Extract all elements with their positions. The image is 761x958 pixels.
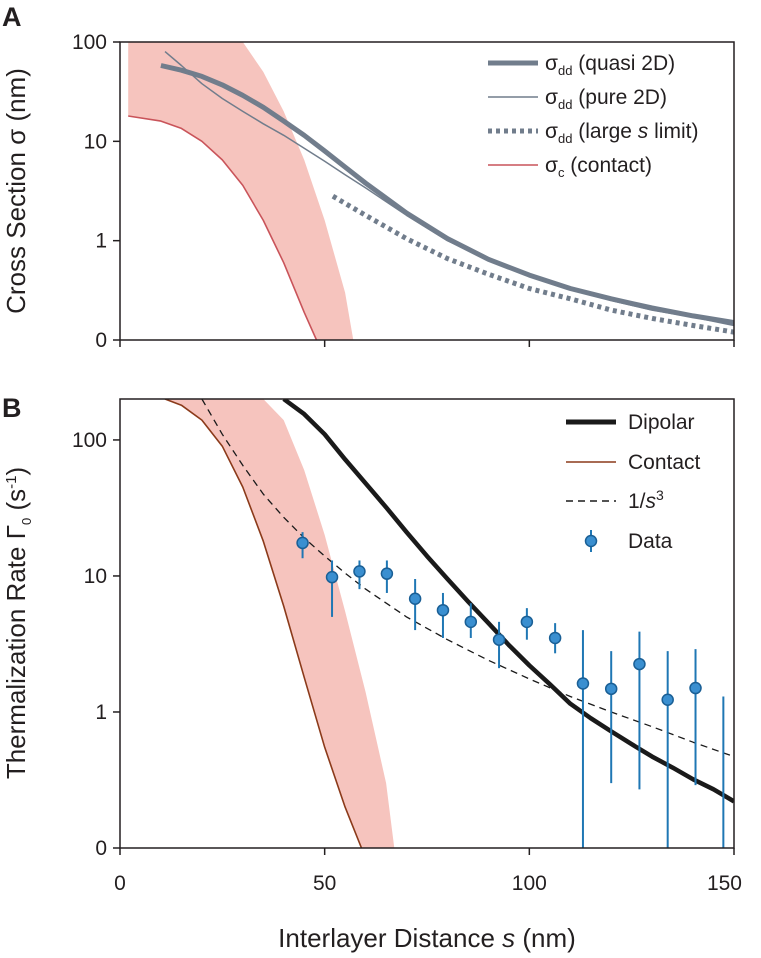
data-point	[353, 565, 366, 578]
panel-b-xtick-label: 150	[707, 872, 742, 895]
panel-a-ytick-label: 1	[95, 230, 107, 253]
data-point	[633, 657, 646, 671]
panel-b-legend: Dipolar Contact 1/s3 Data	[566, 411, 701, 553]
panel-a-ytick-label: 10	[84, 130, 107, 153]
panel-b-xlabel: Interlayer Distance s (nm)	[278, 923, 576, 953]
panel-b-ytick-label: 100	[72, 429, 107, 452]
legend-label-contact-b: Contact	[628, 451, 701, 474]
legend-label-inverse-cube: 1/s3	[628, 487, 664, 513]
series-contact-a	[128, 115, 318, 340]
series-pure-2d	[164, 51, 734, 327]
contact-band-b	[165, 399, 395, 848]
panel-b-ytick-label: 10	[84, 565, 107, 588]
panel-a-ytick-label: 100	[72, 31, 107, 54]
panel-b-xtick-label: 0	[114, 872, 126, 895]
legend-label-data: Data	[628, 530, 673, 553]
series-quasi-2d	[160, 63, 734, 325]
panel-b-ytick-label: 1	[95, 701, 107, 724]
panel-b-ytick-label: 0	[95, 837, 107, 860]
data-point	[436, 603, 450, 617]
panel-b-ylabel: Thermalization Rate Γ0 (s-1)	[1, 467, 34, 779]
series-large-s-limit	[331, 194, 734, 335]
legend-label-pure-2d: σdd (pure 2D)	[545, 86, 667, 112]
data-point	[492, 633, 506, 646]
series-inverse-cube	[201, 399, 734, 758]
panel-a-legend: σdd (quasi 2D) σdd (pure 2D) σdd (large …	[488, 52, 698, 180]
panel-a-plot: 0 1 10 100	[72, 31, 735, 352]
data-point	[548, 631, 562, 645]
data-point	[661, 693, 674, 707]
data-point	[520, 615, 534, 629]
data-point	[380, 567, 394, 580]
panel-a-ytick-label: 0	[95, 329, 107, 352]
panel-b-label: B	[2, 393, 22, 423]
data-point	[296, 536, 309, 550]
legend-label-large-s: σdd (large s limit)	[545, 120, 698, 146]
legend-marker-data	[584, 534, 598, 548]
panel-b-xtick-label: 100	[512, 872, 547, 895]
panel-b-plot: 0 1 10 100 0 50 100 150	[72, 398, 742, 895]
data-point	[689, 681, 702, 695]
data-point	[464, 615, 478, 629]
data-point	[408, 592, 422, 605]
panel-a-frame	[119, 41, 735, 341]
data-point	[576, 677, 590, 690]
panel-b-frame	[119, 398, 735, 849]
panel-a-ylabel: Cross Section σ (nm)	[1, 68, 31, 314]
series-dipolar	[282, 399, 734, 804]
panel-b-xtick-label: 50	[313, 872, 336, 895]
contact-band-a	[128, 42, 354, 340]
data-point	[325, 570, 339, 584]
legend-label-contact: σc (contact)	[545, 154, 652, 180]
series-contact-b	[164, 399, 363, 848]
panel-a-label: A	[2, 2, 22, 32]
data-point	[604, 682, 618, 696]
legend-label-quasi-2d: σdd (quasi 2D)	[545, 52, 675, 78]
legend-label-dipolar: Dipolar	[628, 411, 695, 434]
